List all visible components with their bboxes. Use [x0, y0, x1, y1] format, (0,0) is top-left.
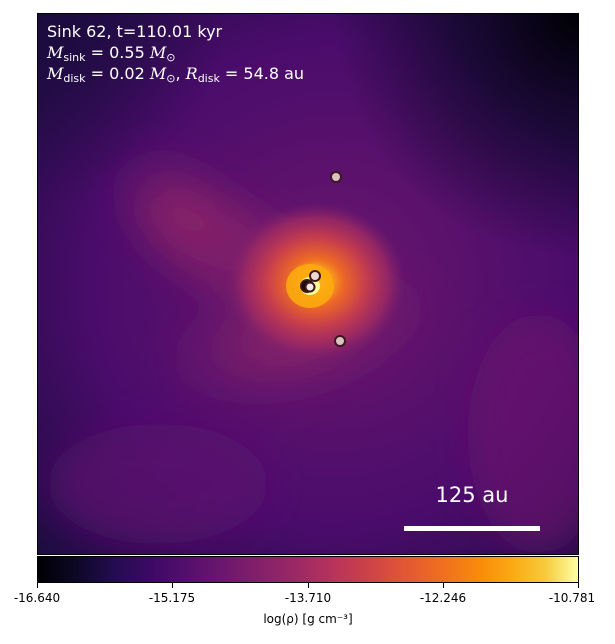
disk-separator: ,	[175, 64, 181, 83]
density-right-edge	[468, 314, 578, 554]
sink-marker	[304, 281, 316, 293]
sink-marker	[330, 171, 342, 183]
sink-title: Sink 62, t=110.01 kyr	[47, 22, 223, 41]
sink-mass-unit-subscript: ⊙	[166, 51, 176, 64]
scale-bar-label: 125 au	[435, 483, 509, 507]
disk-mass-value: = 0.02	[90, 64, 145, 83]
density-map-svg	[38, 14, 578, 554]
scale-bar	[404, 526, 540, 531]
colorbar	[37, 556, 579, 583]
disk-radius-symbol: R	[185, 64, 198, 83]
colorbar-tick	[37, 583, 38, 588]
colorbar-tick-label: -15.175	[148, 591, 196, 605]
disk-radius-value: = 54.8 au	[224, 64, 305, 83]
colorbar-tick	[443, 583, 444, 588]
sink-mass-unit: M	[149, 43, 167, 62]
sink-mass-label: Msink = 0.55 M⊙	[47, 42, 175, 68]
disk-properties-label: Mdisk = 0.02 M⊙, Rdisk = 54.8 au	[47, 63, 304, 89]
sink-marker	[309, 270, 321, 282]
colorbar-tick	[308, 583, 309, 588]
colorbar-axis-label: log(ρ) [g cm⁻³]	[263, 612, 353, 626]
disk-mass-unit-subscript: ⊙	[166, 72, 176, 85]
disk-mass-symbol: M	[47, 64, 64, 83]
colorbar-tick	[578, 583, 579, 588]
colorbar-tick-label: -13.710	[284, 591, 332, 605]
sink-marker	[334, 335, 346, 347]
colorbar-tick-label: -10.781	[548, 591, 596, 605]
sink-mass-subscript: sink	[63, 51, 86, 64]
sink-markers	[300, 171, 346, 347]
colorbar-tick-label: -16.640	[13, 591, 61, 605]
disk-mass-subscript: disk	[63, 72, 86, 85]
colorbar-tick	[172, 583, 173, 588]
disk-mass-unit: M	[149, 64, 167, 83]
colorbar-tick-label: -12.246	[419, 591, 467, 605]
density-lower-left	[48, 424, 268, 544]
sink-mass-symbol: M	[47, 43, 64, 62]
sink-mass-value: = 0.55	[90, 43, 145, 62]
density-map	[37, 13, 579, 555]
disk-radius-subscript: disk	[197, 72, 220, 85]
